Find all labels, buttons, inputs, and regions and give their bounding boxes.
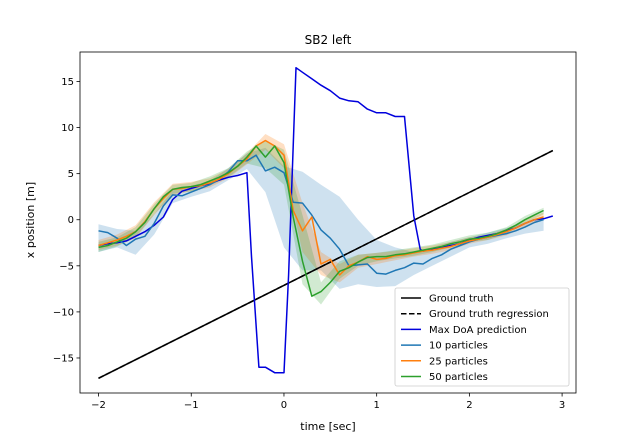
y-tick-label: 10 xyxy=(61,123,74,134)
x-tick-label: −1 xyxy=(184,400,199,411)
x-tick-label: 1 xyxy=(373,400,379,411)
series-line-50-particles xyxy=(98,145,544,297)
y-tick-label: −5 xyxy=(59,261,74,272)
plot-marks xyxy=(98,66,554,379)
y-tick-label: 0 xyxy=(68,215,74,226)
plot-area xyxy=(98,66,554,379)
y-tick-label: 15 xyxy=(61,77,74,88)
legend-label: 10 particles xyxy=(429,341,488,352)
x-tick-label: 3 xyxy=(559,400,565,411)
series-line-ground-truth-regression xyxy=(98,149,554,379)
y-tick-label: −15 xyxy=(53,353,74,364)
series-line-10-particles xyxy=(98,154,544,275)
x-tick-label: 0 xyxy=(281,400,287,411)
legend-label: Ground truth regression xyxy=(429,309,549,320)
legend-label: 25 particles xyxy=(429,356,488,367)
band-25-particles xyxy=(98,134,544,283)
x-axis-label: time [sec] xyxy=(300,420,355,433)
x-tick-label: 2 xyxy=(466,400,472,411)
x-tick-label: −2 xyxy=(91,400,106,411)
y-tick-label: 5 xyxy=(68,169,74,180)
legend: Ground truth Ground truth regression Max D… xyxy=(394,287,570,387)
legend-label: Max DoA prediction xyxy=(429,325,527,336)
y-axis-label: x position [m] xyxy=(24,182,37,258)
axes-frame xyxy=(79,51,577,394)
legend-label: Ground truth xyxy=(429,294,494,305)
legend-label: 50 particles xyxy=(429,372,488,383)
y-tick-label: −10 xyxy=(53,307,74,318)
chart-title: SB2 left xyxy=(305,33,352,47)
legend-box xyxy=(394,287,570,387)
